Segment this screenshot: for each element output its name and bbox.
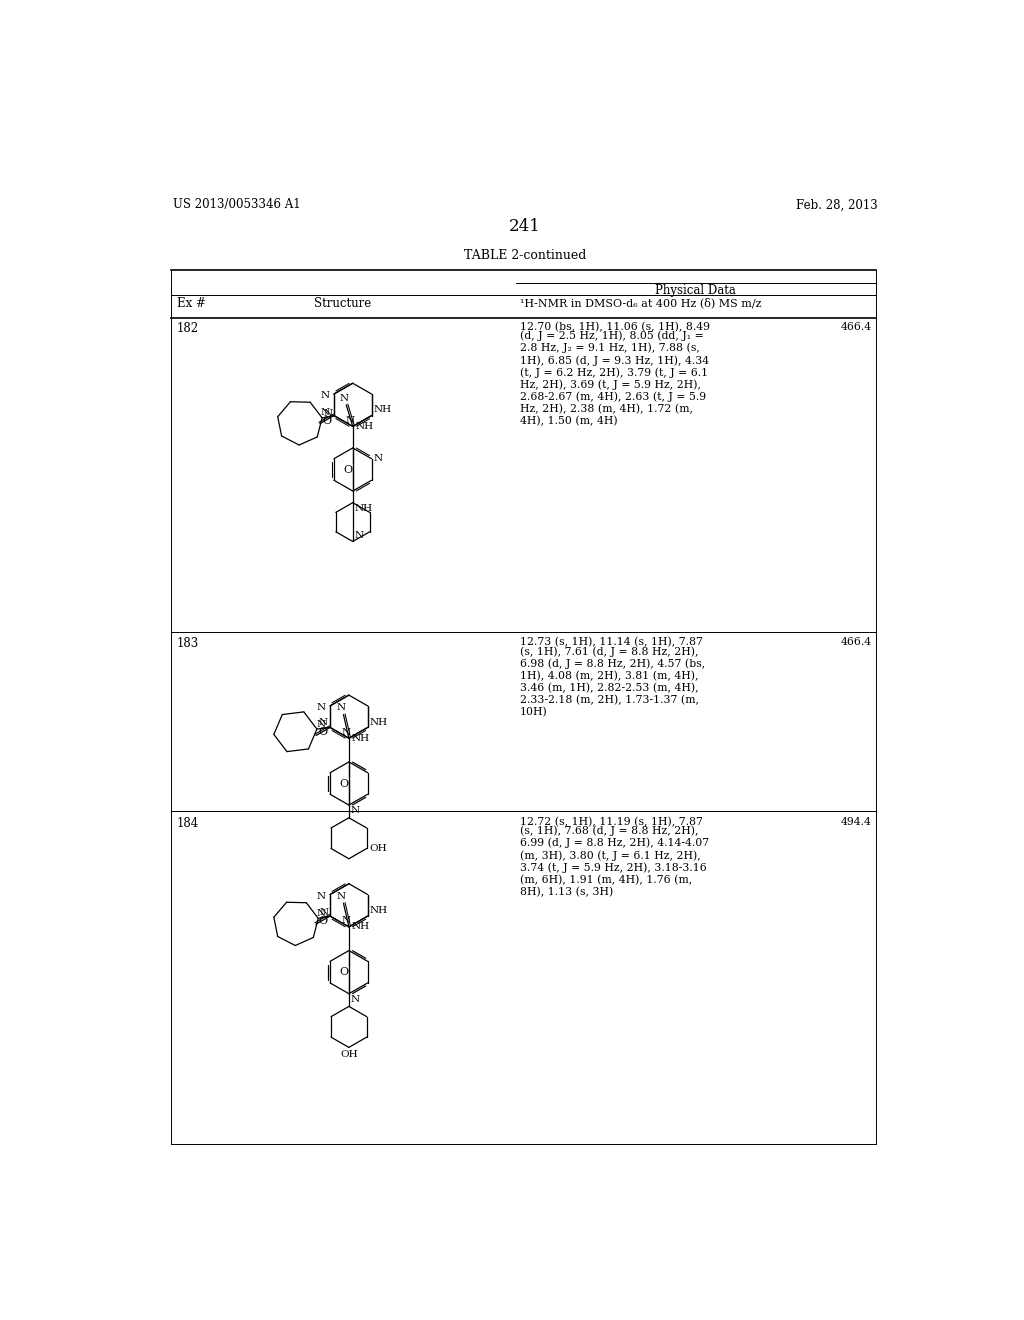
Text: 12.70 (bs, 1H), 11.06 (s, 1H), 8.49: 12.70 (bs, 1H), 11.06 (s, 1H), 8.49	[520, 322, 711, 333]
Text: NH: NH	[351, 923, 370, 932]
Text: N: N	[354, 531, 364, 540]
Text: N: N	[350, 807, 359, 814]
Text: N: N	[316, 719, 326, 729]
Text: N: N	[337, 892, 346, 900]
Text: TABLE 2-continued: TABLE 2-continued	[464, 249, 586, 263]
Text: N: N	[316, 908, 326, 917]
Text: 184: 184	[177, 817, 199, 830]
Text: O: O	[318, 916, 328, 927]
Text: 466.4: 466.4	[841, 638, 872, 647]
Text: N: N	[345, 416, 354, 425]
Text: US 2013/0053346 A1: US 2013/0053346 A1	[173, 198, 301, 211]
Text: N: N	[321, 391, 330, 400]
Text: 494.4: 494.4	[841, 817, 872, 826]
Text: N: N	[350, 995, 359, 1003]
Text: NH: NH	[354, 504, 373, 513]
Text: NH: NH	[370, 718, 388, 726]
Text: 12.72 (s, 1H), 11.19 (s, 1H), 7.87: 12.72 (s, 1H), 11.19 (s, 1H), 7.87	[520, 817, 703, 828]
Text: 182: 182	[177, 322, 199, 335]
Text: N: N	[339, 395, 348, 403]
Text: N: N	[374, 454, 383, 463]
Text: N: N	[341, 916, 350, 925]
Text: N: N	[316, 704, 326, 711]
Text: NH: NH	[355, 422, 373, 430]
Text: Physical Data: Physical Data	[655, 284, 736, 297]
Text: O: O	[323, 416, 332, 425]
Text: N: N	[318, 718, 328, 727]
Text: N: N	[321, 408, 330, 417]
Text: 12.73 (s, 1H), 11.14 (s, 1H), 7.87: 12.73 (s, 1H), 11.14 (s, 1H), 7.87	[520, 638, 703, 648]
Text: NH: NH	[370, 907, 388, 915]
Text: NH: NH	[374, 405, 392, 414]
Text: N: N	[337, 704, 346, 711]
Text: NH: NH	[351, 734, 370, 743]
Text: N: N	[319, 908, 329, 917]
Text: Structure: Structure	[314, 297, 372, 310]
Text: N: N	[324, 409, 333, 418]
Text: OH: OH	[369, 843, 387, 853]
Text: Ex #: Ex #	[177, 297, 206, 310]
Text: (d, J = 2.5 Hz, 1H), 8.05 (dd, J₁ =
2.8 Hz, J₂ = 9.1 Hz, 1H), 7.88 (s,
1H), 6.85: (d, J = 2.5 Hz, 1H), 8.05 (dd, J₁ = 2.8 …	[520, 330, 710, 426]
Text: (s, 1H), 7.61 (d, J = 8.8 Hz, 2H),
6.98 (d, J = 8.8 Hz, 2H), 4.57 (bs,
1H), 4.08: (s, 1H), 7.61 (d, J = 8.8 Hz, 2H), 6.98 …	[520, 647, 706, 717]
Text: 466.4: 466.4	[841, 322, 872, 331]
Text: O: O	[318, 727, 328, 738]
Text: O: O	[339, 968, 348, 977]
Text: OH: OH	[340, 1049, 357, 1059]
Text: Feb. 28, 2013: Feb. 28, 2013	[796, 198, 878, 211]
Text: ¹H-NMR in DMSO-d₆ at 400 Hz (δ) MS m/z: ¹H-NMR in DMSO-d₆ at 400 Hz (δ) MS m/z	[520, 297, 762, 308]
Text: (s, 1H), 7.68 (d, J = 8.8 Hz, 2H),
6.99 (d, J = 8.8 Hz, 2H), 4.14-4.07
(m, 3H), : (s, 1H), 7.68 (d, J = 8.8 Hz, 2H), 6.99 …	[520, 825, 710, 898]
Text: O: O	[343, 465, 352, 475]
Text: 241: 241	[509, 218, 541, 235]
Text: N: N	[316, 891, 326, 900]
Text: 183: 183	[177, 638, 199, 651]
Text: O: O	[339, 779, 348, 788]
Text: N: N	[341, 727, 350, 737]
